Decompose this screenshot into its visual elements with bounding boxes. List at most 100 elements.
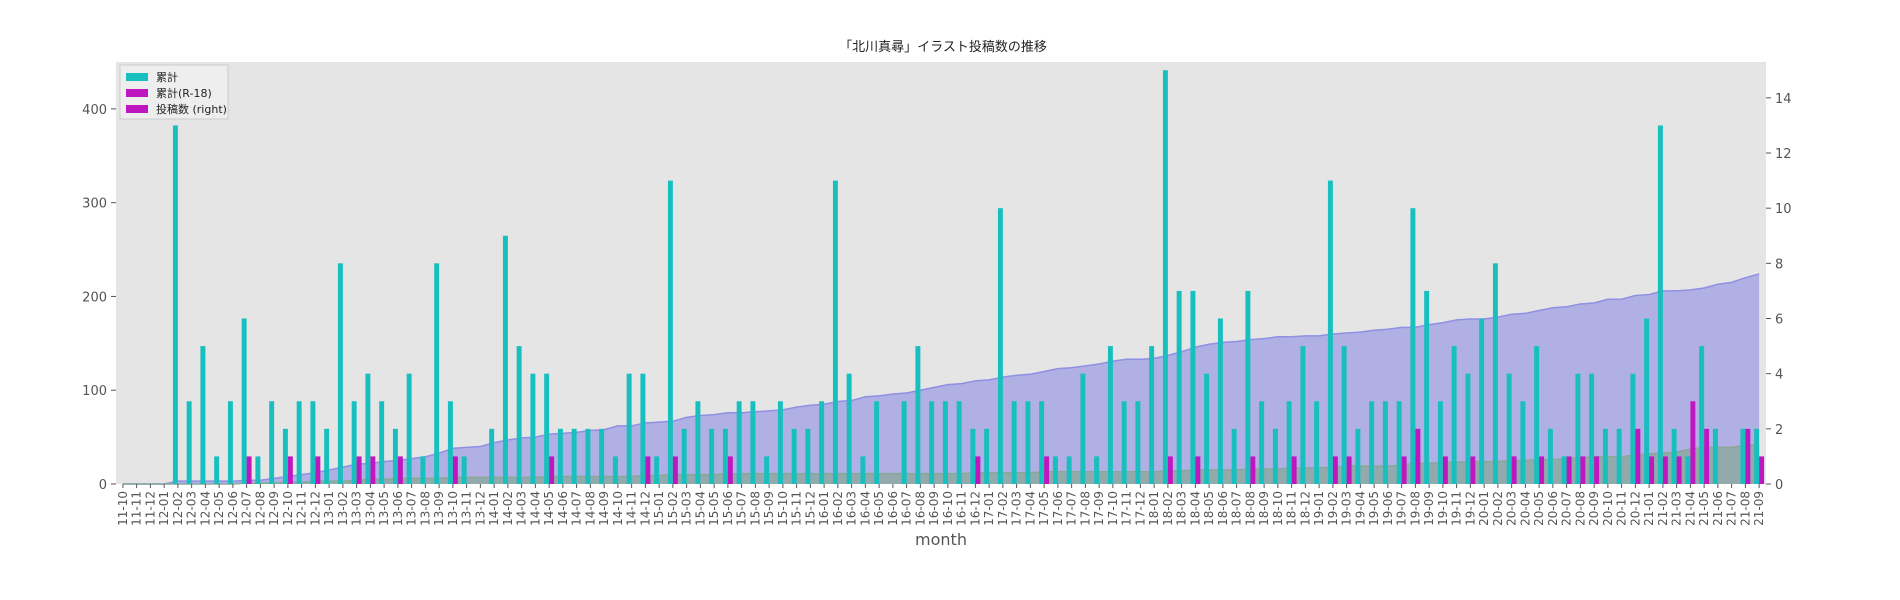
bar-posts-13-10 <box>447 401 453 484</box>
bar-posts-12-06 <box>227 401 233 484</box>
x-tick-label: 19-04 <box>1353 491 1367 526</box>
bar-r18-16-12 <box>975 456 981 484</box>
x-tick-label: 15-12 <box>803 491 817 526</box>
bar-posts-18-06 <box>1217 318 1223 484</box>
x-tick-label: 17-04 <box>1023 491 1037 526</box>
bar-posts-14-10 <box>612 456 618 484</box>
x-tick-label: 21-03 <box>1670 491 1684 526</box>
bar-posts-12-07 <box>241 318 247 484</box>
bar-posts-21-02 <box>1657 125 1663 484</box>
x-tick-label: 15-04 <box>693 491 707 526</box>
x-tick-label: 17-01 <box>982 491 996 526</box>
legend-swatch-0 <box>126 73 148 81</box>
bar-r18-20-07 <box>1566 456 1572 484</box>
bar-posts-18-03 <box>1176 290 1182 484</box>
x-tick-label: 16-06 <box>886 491 900 526</box>
bar-posts-17-09 <box>1094 456 1100 484</box>
x-tick-label: 14-01 <box>487 491 501 526</box>
x-tick-label: 16-03 <box>845 491 859 526</box>
x-tick-label: 14-03 <box>515 491 529 526</box>
x-tick-label: 15-02 <box>666 491 680 526</box>
x-tick-label: 21-09 <box>1752 491 1766 526</box>
y-right-tick-label: 4 <box>1775 368 1783 383</box>
bar-posts-20-08 <box>1575 373 1581 484</box>
chart-title: 「北川真尋」イラスト投稿数の推移 <box>839 39 1047 55</box>
bar-posts-19-07 <box>1396 401 1402 484</box>
x-tick-label: 14-07 <box>570 491 584 526</box>
bar-posts-19-04 <box>1355 428 1361 484</box>
x-tick-label: 16-05 <box>872 491 886 526</box>
x-tick-label: 21-06 <box>1711 491 1725 526</box>
x-tick-label: 13-06 <box>391 491 405 526</box>
x-tick-label: 12-01 <box>157 491 171 526</box>
bar-posts-14-02 <box>502 235 508 484</box>
x-tick-label: 20-12 <box>1628 491 1642 526</box>
x-tick-label: 19-10 <box>1436 491 1450 526</box>
y-axis-left: 0 100 200 300 400 <box>82 103 116 493</box>
bar-r18-21-09 <box>1759 456 1765 484</box>
bar-posts-15-04 <box>695 401 701 484</box>
bar-posts-16-12 <box>970 428 976 484</box>
bar-r18-20-03 <box>1511 456 1517 484</box>
bar-posts-15-07 <box>736 401 742 484</box>
bar-posts-19-05 <box>1369 401 1375 484</box>
x-tick-label: 16-08 <box>913 491 927 526</box>
bar-posts-14-12 <box>640 373 646 484</box>
bar-posts-18-05 <box>1204 373 1210 484</box>
bar-posts-14-07 <box>571 428 577 484</box>
x-tick-label: 20-07 <box>1560 491 1574 526</box>
bar-posts-18-10 <box>1272 428 1278 484</box>
x-tick-label: 17-05 <box>1037 491 1051 526</box>
x-tick-label: 13-08 <box>418 491 432 526</box>
bar-posts-13-03 <box>351 401 357 484</box>
legend-label-1: 累計(R-18) <box>156 86 212 100</box>
bar-posts-14-03 <box>516 346 522 484</box>
x-tick-label: 18-12 <box>1298 491 1312 526</box>
bar-r18-15-02 <box>672 456 678 484</box>
bar-r18-14-05 <box>549 456 555 484</box>
bar-r18-20-08 <box>1580 456 1586 484</box>
bar-posts-16-11 <box>956 401 962 484</box>
bar-posts-13-02 <box>337 263 343 484</box>
x-tick-label: 12-10 <box>281 491 295 526</box>
x-tick-label: 16-01 <box>817 491 831 526</box>
bar-posts-15-01 <box>654 456 660 484</box>
bar-posts-13-07 <box>406 373 412 484</box>
x-tick-label: 19-09 <box>1422 491 1436 526</box>
bar-r18-20-12 <box>1635 428 1641 484</box>
bar-posts-18-02 <box>1162 70 1168 485</box>
y-axis-right: 0 2 4 6 8 10 12 14 <box>1766 92 1792 493</box>
bar-r18-12-10 <box>287 456 293 484</box>
bar-posts-20-04 <box>1520 401 1526 484</box>
bar-posts-13-04 <box>365 373 371 484</box>
bar-posts-18-01 <box>1149 346 1155 484</box>
x-tick-label: 17-09 <box>1092 491 1106 526</box>
legend-label-2: 投稿数 (right) <box>156 102 227 116</box>
cumulative-area <box>122 273 1760 484</box>
bar-posts-19-11 <box>1451 346 1457 484</box>
bar-r18-13-10 <box>452 456 458 484</box>
bar-posts-17-05 <box>1039 401 1045 484</box>
x-tick-label: 15-09 <box>762 491 776 526</box>
bar-posts-13-08 <box>420 456 426 484</box>
x-tick-label: 15-10 <box>776 491 790 526</box>
x-tick-label: 18-04 <box>1188 491 1202 526</box>
x-tick-label: 13-09 <box>432 491 446 526</box>
bar-posts-20-06 <box>1547 428 1553 484</box>
x-tick-label: 18-02 <box>1161 491 1175 526</box>
x-tick-label: 19-08 <box>1408 491 1422 526</box>
x-tick-label: 14-04 <box>528 491 542 526</box>
y-right-tick-label: 0 <box>1775 478 1783 493</box>
bar-layer <box>172 70 1765 485</box>
bar-r18-21-05 <box>1704 428 1710 484</box>
bar-r18-21-02 <box>1662 456 1668 484</box>
bar-posts-19-08 <box>1410 208 1416 484</box>
y-tick-label: 300 <box>82 197 107 212</box>
bar-posts-21-09 <box>1754 428 1760 484</box>
bar-posts-13-06 <box>392 428 398 484</box>
x-tick-label: 17-10 <box>1106 491 1120 526</box>
bar-posts-15-08 <box>750 401 756 484</box>
bar-posts-17-01 <box>984 428 990 484</box>
x-tick-label: 18-09 <box>1257 491 1271 526</box>
